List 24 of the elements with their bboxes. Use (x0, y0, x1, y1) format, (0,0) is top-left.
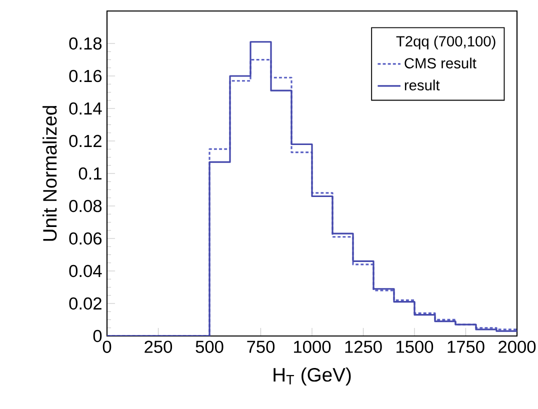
y-tick-label: 0.18 (69, 37, 102, 50)
x-tick-label: 1250 (345, 340, 382, 353)
y-axis-title: Unit Normalized (42, 106, 57, 241)
y-tick-label: 0 (93, 330, 102, 342)
x-tick-label: 1500 (396, 340, 434, 353)
legend-title: T2qq (700,100) (396, 36, 496, 50)
y-tick-label: 0.06 (69, 232, 102, 245)
x-axis-title: H$_{T}$ (GeV) (274, 367, 351, 386)
x-tick-label: 250 (144, 340, 172, 353)
x-tick-label: 2000 (498, 340, 536, 353)
y-tick-label: 0.16 (69, 70, 102, 82)
legend-label: result (404, 80, 440, 90)
x-tick-label: 1750 (448, 340, 484, 353)
y-tick-label: 0.14 (69, 102, 102, 115)
y-tick-label: 0.1 (78, 167, 102, 180)
y-tick-label: 0.02 (69, 297, 102, 310)
y-tick-label: 0.04 (69, 264, 102, 278)
x-tick-label: 500 (196, 340, 224, 353)
y-tick-label: 0.08 (69, 200, 102, 212)
x-tick-label: 0 (102, 340, 112, 353)
x-tick-label: 1000 (294, 340, 331, 353)
x-tick-label: 750 (247, 340, 275, 353)
legend-label: CMS result (404, 58, 476, 68)
y-tick-label: 0.12 (69, 134, 102, 148)
